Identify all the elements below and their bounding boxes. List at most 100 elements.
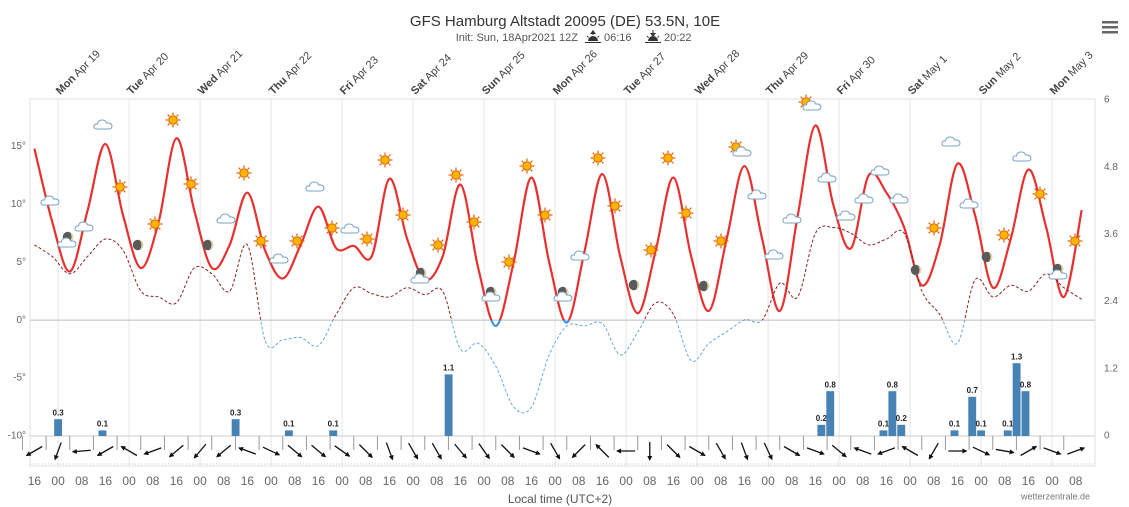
wind-arrow <box>688 445 706 457</box>
sun-icon <box>466 214 482 230</box>
y2-tick-label: 6 <box>1104 95 1110 106</box>
wind-head <box>984 450 991 456</box>
wind-head <box>120 446 127 451</box>
x-tick-label: 08 <box>359 474 373 488</box>
wind-arrow <box>948 448 968 454</box>
y2-tick-label: 3.6 <box>1104 229 1118 240</box>
x-tick-label: 08 <box>998 474 1012 488</box>
cloud-icon <box>747 189 767 200</box>
day-label: Fri Apr 30 <box>835 54 878 97</box>
wind-arrow <box>454 443 467 459</box>
wind-head <box>743 454 749 461</box>
y2-tick-label: 1.2 <box>1104 363 1118 374</box>
wind-arrow <box>995 448 1015 455</box>
precip-bar <box>54 419 63 436</box>
precip-bar <box>968 396 977 436</box>
wind-head <box>647 456 653 461</box>
x-tick-label: 08 <box>501 474 515 488</box>
precip-bar <box>950 430 959 436</box>
wind-arrow <box>262 446 281 456</box>
x-tick-label: 00 <box>690 474 704 488</box>
wind-arrow <box>431 442 442 460</box>
wind-arrow <box>478 443 490 460</box>
precip-bar <box>1003 430 1012 436</box>
x-tick-label: 16 <box>170 474 184 488</box>
wind-arrow <box>806 447 825 456</box>
cloud-icon <box>817 172 837 183</box>
cloud-icon <box>870 165 890 176</box>
precip-label: 1.3 <box>1011 352 1023 361</box>
wind-head <box>367 452 373 459</box>
menu-button[interactable] <box>1100 18 1120 36</box>
wind-arrow <box>1067 446 1086 455</box>
sun-icon <box>1032 186 1048 202</box>
wind-head <box>238 446 244 452</box>
sun-icon <box>519 158 535 174</box>
wind-arrow <box>168 444 184 458</box>
wind-arrow <box>1020 445 1038 457</box>
wind-head <box>25 451 32 456</box>
wind-arrow <box>928 442 939 460</box>
day-label: Thu Apr 22 <box>267 50 314 97</box>
precip-label: 0.1 <box>976 420 988 429</box>
x-tick-label: 08 <box>75 474 89 488</box>
x-tick-label: 00 <box>51 474 65 488</box>
dewpoint-line <box>34 225 1082 414</box>
x-tick-label: 08 <box>217 474 231 488</box>
wind-head <box>1079 446 1086 452</box>
cloud-icon <box>216 213 236 224</box>
sun-icon <box>1067 233 1083 249</box>
wind-arrow <box>1043 447 1062 456</box>
sun-icon <box>147 216 163 232</box>
cloud-icon <box>570 250 590 261</box>
cloud-icon <box>836 210 856 221</box>
wind-arrow <box>408 442 419 460</box>
day-label: Tue Apr 20 <box>125 51 171 97</box>
marks: 0.3 0.1 0.3 0.1 0.1 1.1 0.2 0.8 0.1 0.8 0.2 0.1 0.7 0… <box>25 124 1086 461</box>
sun-icon <box>324 220 340 236</box>
x-tick-label: 16 <box>1022 474 1036 488</box>
wind-head <box>193 453 199 459</box>
wind-head <box>877 450 883 456</box>
x-tick-label: 00 <box>193 474 207 488</box>
precip-bar <box>888 391 897 436</box>
day-label: Mon Apr 26 <box>551 48 600 97</box>
sun-icon <box>253 233 269 249</box>
x-tick-label: 00 <box>122 474 136 488</box>
x-tick-label: 00 <box>1045 474 1059 488</box>
precip-bar <box>231 419 240 436</box>
wind-arrow <box>238 446 257 455</box>
y-tick-label: 5° <box>16 257 26 268</box>
sun-icon <box>377 152 393 168</box>
cloud-icon <box>854 193 874 204</box>
cloud-icon <box>1012 151 1032 162</box>
sun-icon <box>926 220 942 236</box>
wind-arrow <box>877 447 896 456</box>
x-tick-label: 00 <box>335 474 349 488</box>
precip-label: 1.1 <box>443 364 455 373</box>
x-tick-label: 16 <box>809 474 823 488</box>
wind-head <box>928 454 934 460</box>
wind-arrow <box>522 447 541 456</box>
precip-label: 0.1 <box>328 420 340 429</box>
chart-subtitle: Init: Sun, 18Apr2021 12Z <box>456 32 579 44</box>
moon-icon <box>202 239 214 251</box>
sunrise-time: 06:16 <box>604 32 632 44</box>
day-label: Sat May 1 <box>906 53 950 97</box>
wind-head <box>437 454 442 460</box>
cloud-icon <box>941 136 961 147</box>
cloud-icon <box>57 237 77 248</box>
sun-icon <box>289 233 305 249</box>
x-tick-label: 16 <box>454 474 468 488</box>
cloud-icon <box>340 223 360 234</box>
sun-icon <box>643 242 659 258</box>
cloud-icon <box>93 119 113 130</box>
sun-icon <box>996 227 1012 243</box>
wind-arrow <box>740 442 749 461</box>
wind-arrow <box>358 444 373 459</box>
x-tick-label: 00 <box>619 474 633 488</box>
cloud-icon <box>305 181 325 192</box>
x-tick-label: 16 <box>596 474 610 488</box>
x-tick-label: 00 <box>264 474 278 488</box>
precip-bar <box>897 424 906 436</box>
